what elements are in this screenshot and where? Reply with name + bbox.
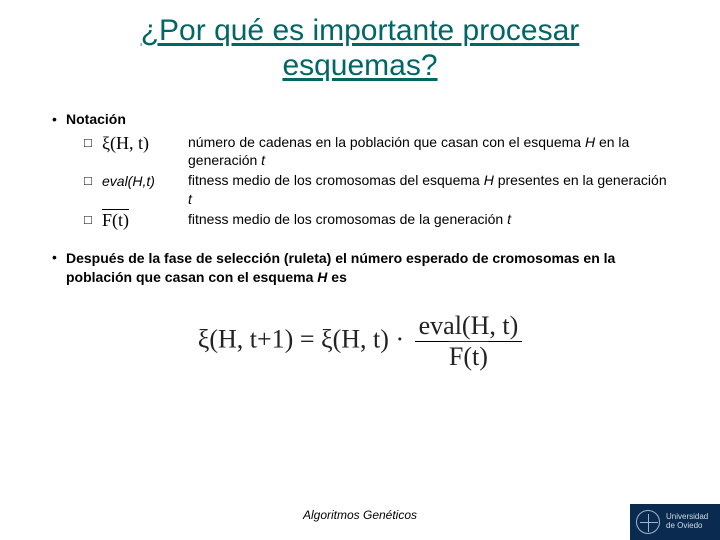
eq-fraction: eval(H, t) F(t)	[415, 311, 523, 372]
eq-rhs1: ξ(H, t)	[321, 324, 389, 353]
bullet-dot-icon: •	[52, 249, 66, 265]
footer-text: Algoritmos Genéticos	[0, 508, 720, 522]
slide-title: ¿Por qué es importante procesar esquemas…	[0, 0, 720, 83]
eq-lhs: ξ(H, t+1)	[198, 324, 294, 353]
notation-row: □F(t)fitness medio de los cromosomas de …	[84, 210, 668, 231]
bullet-selection: • Después de la fase de selección (rulet…	[52, 249, 668, 287]
logo-seal-icon	[636, 510, 660, 534]
notation-description: número de cadenas en la población que ca…	[188, 133, 668, 169]
notation-symbol: ξ(H, t)	[102, 133, 188, 154]
notation-symbol: eval(H,t)	[102, 171, 188, 191]
bullet-selection-text: Después de la fase de selección (ruleta)…	[66, 249, 668, 287]
slide-content: • Notación □ξ(H, t)número de cadenas en …	[0, 83, 720, 372]
bullet-dot-icon: •	[52, 111, 66, 127]
notation-row: □eval(H,t)fitness medio de los cromosoma…	[84, 171, 668, 207]
bullet-notation: • Notación	[52, 111, 668, 127]
title-line-1: ¿Por qué es importante procesar	[141, 14, 580, 47]
notation-description: fitness medio de los cromosomas de la ge…	[188, 210, 668, 228]
square-bullet-icon: □	[84, 133, 102, 153]
logo-label: Universidadde Oviedo	[666, 513, 708, 531]
eq-frac-den: F(t)	[415, 342, 523, 372]
notation-description: fitness medio de los cromosomas del esqu…	[188, 171, 668, 207]
eq-equals: =	[300, 324, 321, 353]
square-bullet-icon: □	[84, 210, 102, 230]
eq-dot: ·	[395, 324, 410, 353]
bullet-label: Notación	[66, 111, 126, 127]
notation-list: □ξ(H, t)número de cadenas en la població…	[84, 133, 668, 231]
notation-row: □ξ(H, t)número de cadenas en la població…	[84, 133, 668, 169]
schema-equation: ξ(H, t+1) = ξ(H, t) · eval(H, t) F(t)	[52, 311, 668, 372]
notation-symbol: F(t)	[102, 210, 188, 231]
university-logo: Universidadde Oviedo	[630, 504, 720, 540]
square-bullet-icon: □	[84, 171, 102, 191]
title-line-2: esquemas?	[282, 49, 437, 82]
eq-frac-num: eval(H, t)	[415, 311, 523, 342]
